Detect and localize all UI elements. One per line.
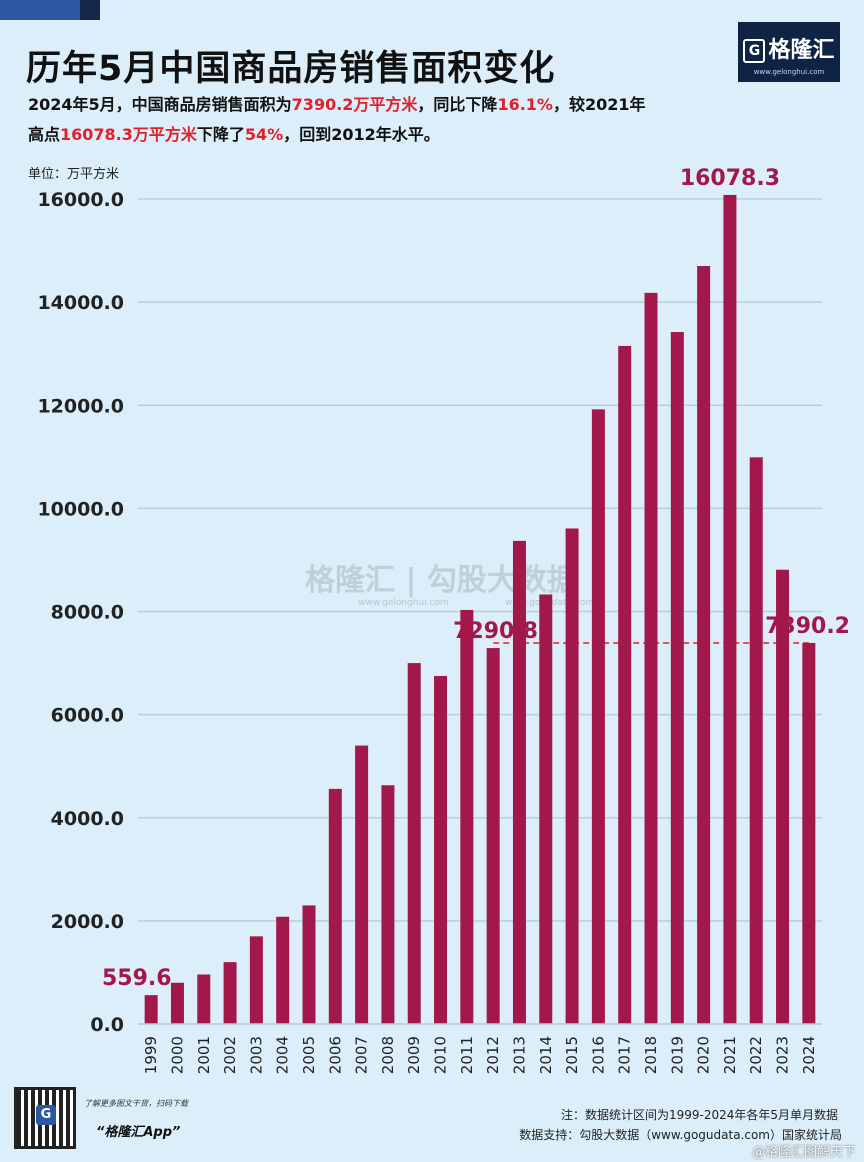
promo-text: 了解更多图文干货，扫码下载 xyxy=(84,1099,188,1108)
qr-code xyxy=(14,1087,76,1149)
logo-mark: G 格隆汇 xyxy=(738,32,840,64)
bar xyxy=(328,788,342,1024)
x-tick-label: 2001 xyxy=(195,1036,213,1074)
subtitle-text: 高点 xyxy=(28,125,61,144)
logo-url: www.gelonghui.com xyxy=(753,68,825,76)
x-tick-label: 2020 xyxy=(695,1036,713,1074)
data-note: 注：数据统计区间为1999-2024年各年5月单月数据 xyxy=(560,1108,838,1122)
bar xyxy=(197,974,211,1024)
bar xyxy=(618,345,632,1024)
x-tick-label: 2022 xyxy=(747,1036,765,1074)
bar xyxy=(644,292,658,1024)
bar xyxy=(170,982,184,1024)
bar xyxy=(670,332,684,1024)
x-tick-label: 1999 xyxy=(142,1036,160,1074)
qr-logo-icon: G xyxy=(36,1105,56,1125)
x-tick-label: 2018 xyxy=(642,1036,660,1074)
data-source: 数据支持：勾股大数据（www.gogudata.com）国家统计局 xyxy=(519,1128,842,1142)
subtitle-highlight: 54% xyxy=(244,125,284,144)
bar xyxy=(381,785,395,1024)
data-label: 7290.8 xyxy=(453,619,538,644)
bar xyxy=(460,609,474,1024)
bar xyxy=(276,916,290,1024)
subtitle: 2024年5月，中国商品房销售面积为7390.2万平方米，同比下降16.1%，较… xyxy=(28,90,788,150)
subtitle-highlight: 16.1% xyxy=(497,95,553,114)
x-tick-label: 2004 xyxy=(274,1036,292,1074)
bar xyxy=(486,648,500,1024)
x-tick-label: 2005 xyxy=(300,1036,318,1074)
x-tick-label: 2000 xyxy=(168,1036,186,1074)
y-tick-label: 10000.0 xyxy=(37,498,124,520)
bar xyxy=(434,675,448,1024)
subtitle-text: ，较2021年 xyxy=(552,95,646,114)
top-decor-accent xyxy=(0,0,80,20)
bar xyxy=(223,962,237,1024)
x-tick-label: 2009 xyxy=(405,1036,423,1074)
x-tick-label: 2016 xyxy=(589,1036,607,1074)
brand-logo: G 格隆汇 www.gelonghui.com xyxy=(738,22,840,82)
watermark: 格隆汇 | 勾股大数据 xyxy=(305,563,577,598)
subtitle-text: 2024年5月，中国商品房销售面积为 xyxy=(28,95,292,114)
y-tick-label: 12000.0 xyxy=(37,395,124,417)
x-tick-label: 2015 xyxy=(563,1036,581,1074)
y-tick-label: 6000.0 xyxy=(51,705,124,727)
x-tick-label: 2011 xyxy=(458,1036,476,1074)
bar xyxy=(302,905,316,1024)
y-tick-label: 0.0 xyxy=(90,1014,124,1036)
bar xyxy=(749,457,763,1024)
y-tick-label: 14000.0 xyxy=(37,292,124,314)
subtitle-text: ，回到2012年水平。 xyxy=(283,125,440,144)
bar xyxy=(565,528,579,1024)
x-tick-label: 2013 xyxy=(510,1036,528,1074)
x-tick-label: 2007 xyxy=(353,1036,371,1074)
bar xyxy=(144,995,158,1024)
logo-g-icon: G xyxy=(743,39,766,63)
data-label: 7390.2 xyxy=(765,614,850,639)
bar xyxy=(539,594,553,1024)
x-tick-label: 2003 xyxy=(247,1036,265,1074)
x-tick-label: 2023 xyxy=(774,1036,792,1074)
x-tick-label: 2019 xyxy=(668,1036,686,1074)
subtitle-highlight: 16078.3万平方米 xyxy=(60,125,197,144)
subtitle-text: 下降了 xyxy=(196,125,245,144)
bar xyxy=(776,569,790,1024)
bar xyxy=(591,409,605,1024)
x-tick-label: 2017 xyxy=(616,1036,634,1074)
subtitle-text: ，同比下降 xyxy=(417,95,498,114)
x-tick-label: 2021 xyxy=(721,1036,739,1074)
subtitle-highlight: 7390.2万平方米 xyxy=(291,95,418,114)
data-label: 559.6 xyxy=(102,966,172,991)
x-tick-label: 2006 xyxy=(326,1036,344,1074)
y-tick-label: 16000.0 xyxy=(37,189,124,211)
unit-label: 单位：万平方米 xyxy=(28,167,120,182)
bar xyxy=(802,642,816,1024)
y-tick-label: 4000.0 xyxy=(51,808,124,830)
bar xyxy=(723,194,737,1025)
watermark-url-left: www.gelonghui.com xyxy=(358,598,449,608)
bar xyxy=(512,540,526,1024)
x-tick-label: 2024 xyxy=(800,1036,818,1074)
page-title: 历年5月中国商品房销售面积变化 xyxy=(26,49,556,89)
y-tick-label: 2000.0 xyxy=(51,911,124,933)
logo-text: 格隆汇 xyxy=(768,38,835,63)
x-tick-label: 2002 xyxy=(221,1036,239,1074)
app-name: “格隆汇App” xyxy=(96,1125,181,1140)
bar xyxy=(355,745,369,1024)
data-label: 16078.3 xyxy=(680,166,780,191)
x-tick-label: 2010 xyxy=(432,1036,450,1074)
bar xyxy=(407,663,421,1024)
x-tick-label: 2014 xyxy=(537,1036,555,1074)
y-tick-label: 8000.0 xyxy=(51,602,124,624)
x-tick-label: 2008 xyxy=(379,1036,397,1074)
weibo-watermark: @格隆汇图解天下 xyxy=(751,1145,856,1160)
bar xyxy=(697,266,711,1024)
x-tick-label: 2012 xyxy=(484,1036,502,1074)
bar xyxy=(249,936,263,1024)
